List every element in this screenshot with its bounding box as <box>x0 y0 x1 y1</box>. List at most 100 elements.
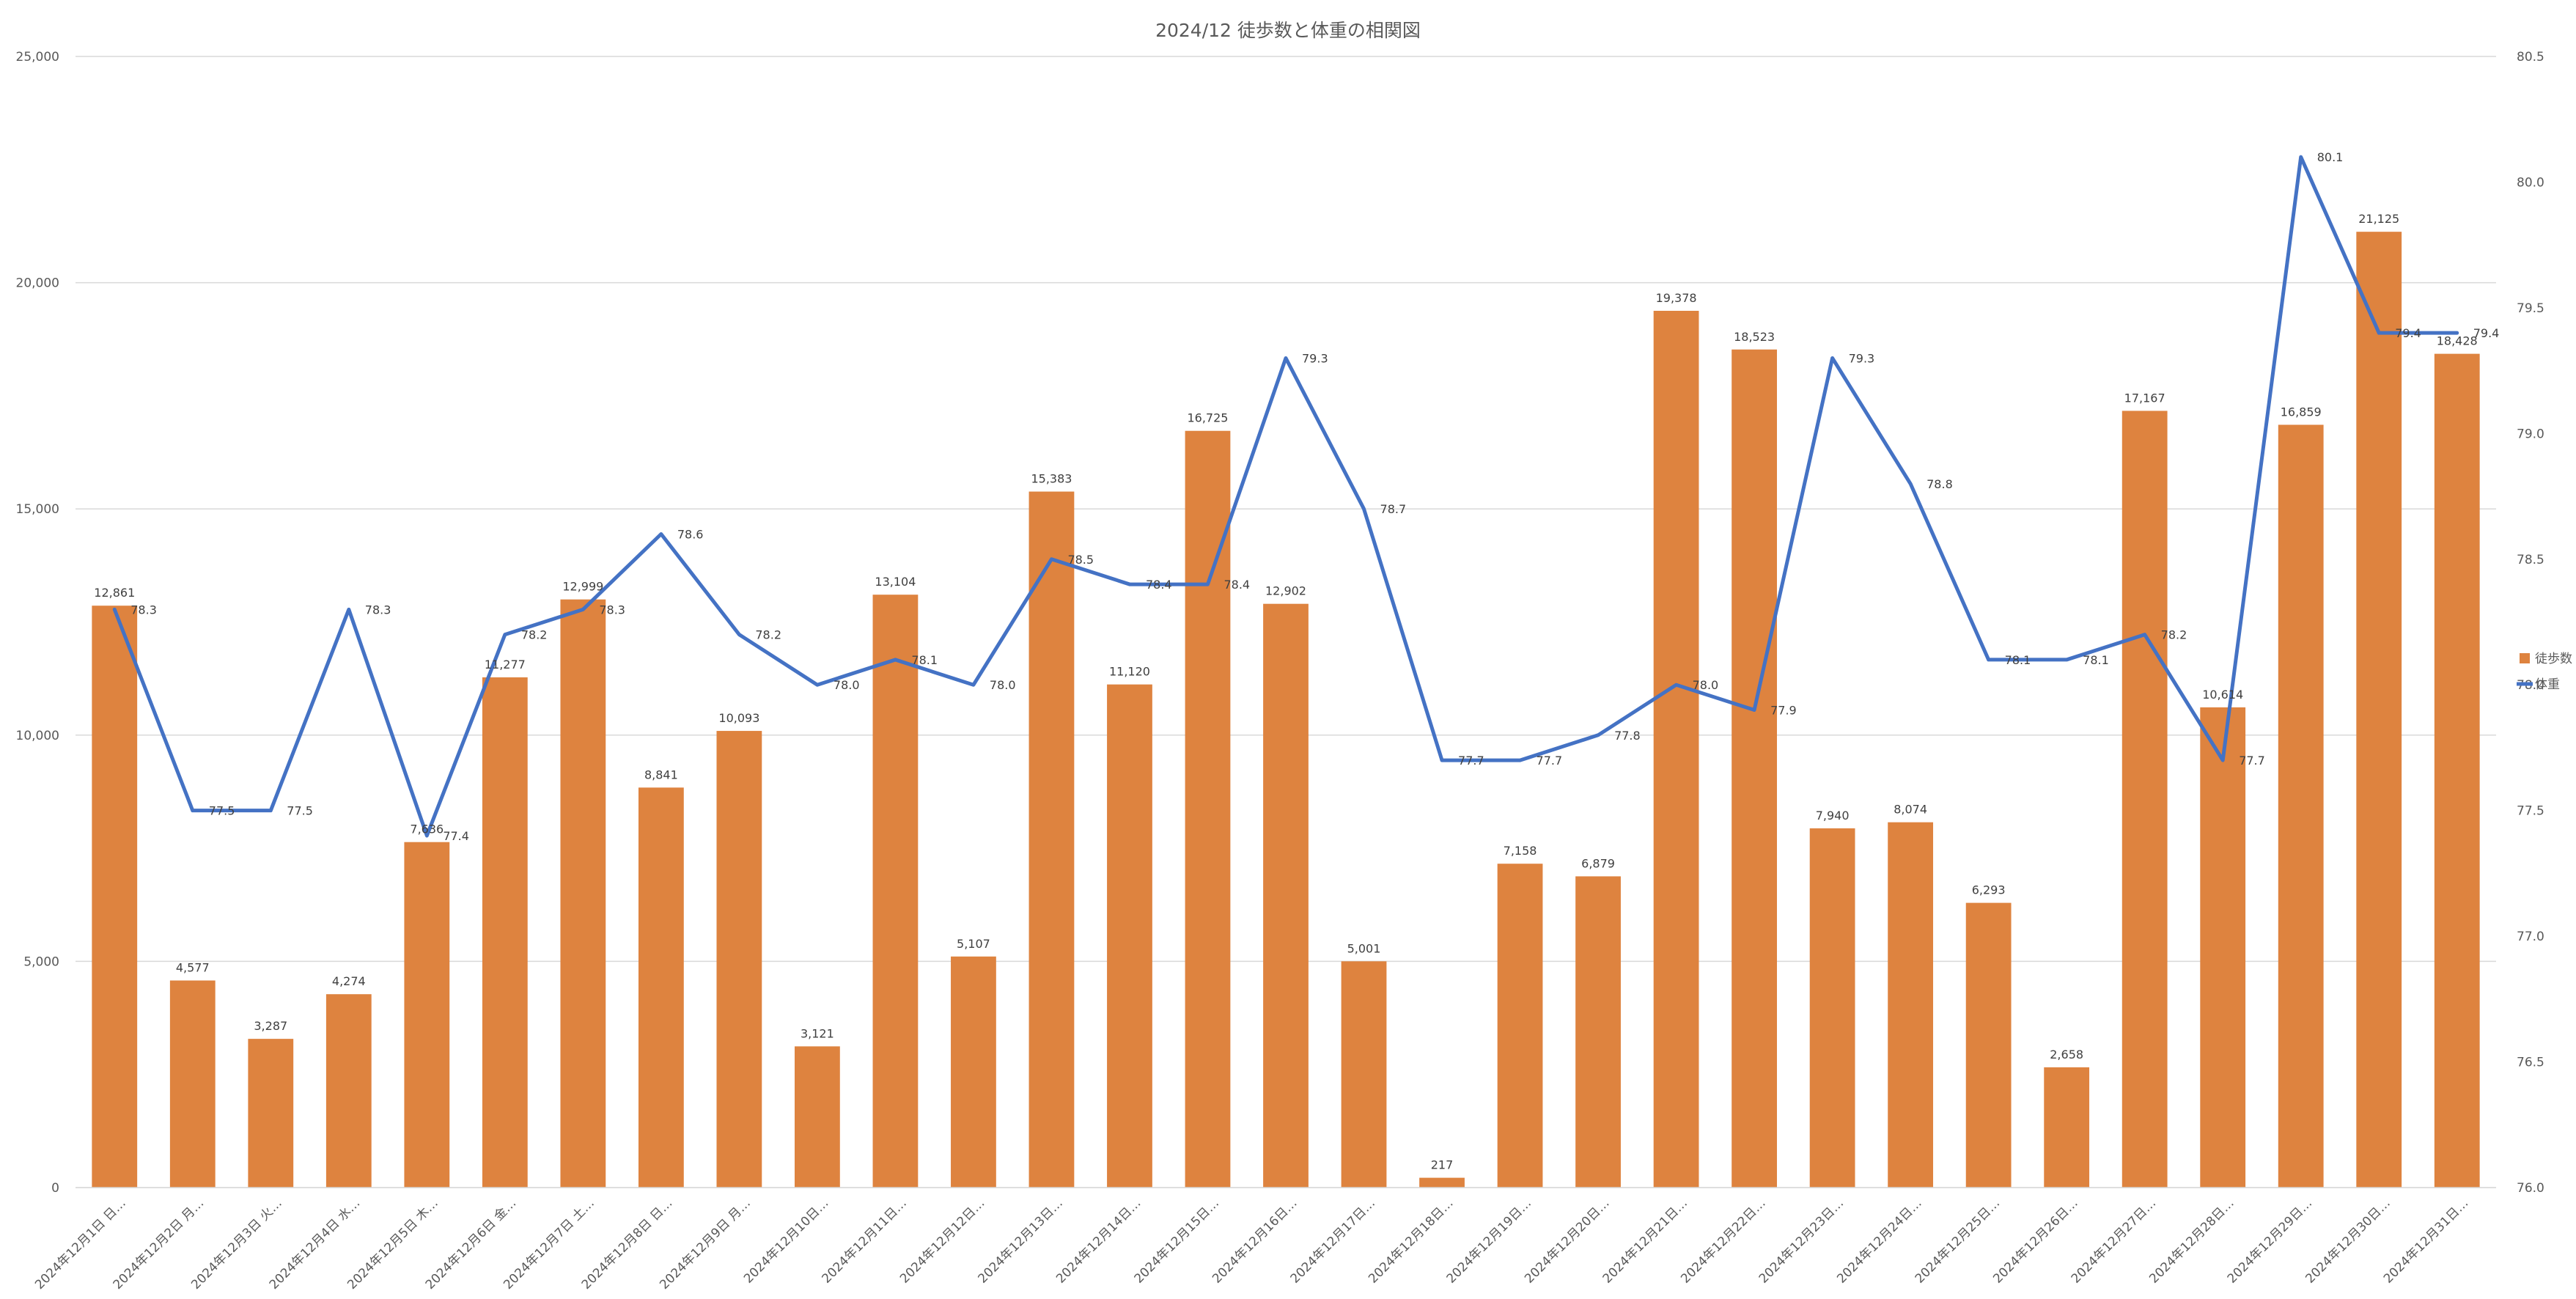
bar <box>1965 902 2012 1188</box>
bar-data-label: 13,104 <box>875 575 916 589</box>
line-data-label: 78.3 <box>130 603 157 617</box>
bar-data-label: 6,879 <box>1581 856 1615 870</box>
bar-data-label: 18,428 <box>2437 334 2478 348</box>
bar <box>1107 684 1152 1188</box>
x-tick-label: 2024年12月11日… <box>820 1196 910 1286</box>
x-tick-label: 2024年12月22日… <box>1678 1196 1768 1286</box>
bar-data-label: 10,614 <box>2202 688 2243 702</box>
line-data-label: 77.4 <box>443 829 469 843</box>
bar <box>1653 310 1699 1188</box>
bar-data-label: 3,121 <box>801 1026 834 1040</box>
bar <box>482 677 528 1188</box>
line-data-label: 78.8 <box>1927 477 1953 491</box>
bar-data-label: 11,277 <box>485 658 526 671</box>
x-tick-label: 2024年12月21日… <box>1600 1196 1690 1286</box>
y-right-tick-label: 80.5 <box>2517 50 2544 65</box>
line-data-label: 78.2 <box>2161 628 2187 642</box>
bar-data-label: 7,940 <box>1816 809 1850 823</box>
legend-bar-label: 徒歩数 <box>2535 652 2572 666</box>
line-data-label: 79.4 <box>2473 326 2500 340</box>
bar <box>325 994 372 1188</box>
bar-data-label: 10,093 <box>718 711 759 725</box>
bar-data-label: 12,861 <box>94 586 135 600</box>
y-right-tick-label: 76.5 <box>2517 1056 2544 1070</box>
x-tick-label: 2024年12月20日… <box>1522 1196 1612 1286</box>
line-data-label: 77.5 <box>209 804 235 818</box>
x-tick-label: 2024年12月26日… <box>1990 1196 2080 1286</box>
x-tick-label: 2024年12月28日… <box>2146 1196 2237 1286</box>
line-data-label: 78.3 <box>365 603 391 617</box>
bar-data-label: 19,378 <box>1656 291 1697 305</box>
x-tick-label: 2024年12月23日… <box>1756 1196 1847 1286</box>
y-right-tick-label: 79.5 <box>2517 301 2544 316</box>
bar-data-label: 3,287 <box>254 1019 287 1033</box>
x-tick-label: 2024年12月10日… <box>741 1196 831 1286</box>
bar-data-label: 12,902 <box>1265 584 1306 598</box>
line-data-label: 79.4 <box>2395 326 2421 340</box>
line-data-label: 77.7 <box>1458 754 1484 768</box>
bar-data-label: 15,383 <box>1031 472 1072 486</box>
line-data-label: 78.6 <box>677 527 704 541</box>
line-data-label: 78.2 <box>521 628 548 642</box>
weight-line <box>112 155 2459 838</box>
x-tick-label: 2024年12月15日… <box>1132 1196 1222 1286</box>
line-data-label: 78.7 <box>1380 502 1407 516</box>
bar <box>795 1046 840 1188</box>
bar-data-label: 7,636 <box>410 823 444 836</box>
bar <box>2356 232 2402 1188</box>
y-right-tick-label: 80.0 <box>2517 175 2544 190</box>
bar <box>1888 822 1934 1188</box>
line-data-label: 78.1 <box>2083 653 2109 667</box>
bar <box>1263 603 1309 1188</box>
bar-data-label: 4,274 <box>332 974 366 988</box>
x-tick-label: 2024年12月31日… <box>2381 1196 2471 1286</box>
bar <box>248 1039 294 1188</box>
bar <box>92 606 138 1188</box>
bar-data-label: 5,001 <box>1347 941 1381 955</box>
legend-bar-swatch <box>2520 653 2530 663</box>
bar <box>169 980 216 1188</box>
bar <box>716 731 762 1188</box>
line-data-label: 78.3 <box>599 603 625 617</box>
x-tick-label: 2024年12月27日… <box>2069 1196 2159 1286</box>
line-data-label: 79.3 <box>1849 351 1875 365</box>
bar-data-label: 7,158 <box>1504 844 1537 858</box>
bar <box>1341 961 1387 1188</box>
bar-data-label: 16,859 <box>2281 405 2322 419</box>
chart-title: 2024/12 徒歩数と体重の相関図 <box>1155 20 1421 41</box>
bar-data-label: 17,167 <box>2124 391 2165 405</box>
x-tick-label: 2024年12月16日… <box>1210 1196 1300 1286</box>
bar <box>872 595 919 1188</box>
bar-data-label: 2,658 <box>2050 1048 2083 1061</box>
y-left-tick-label: 15,000 <box>16 502 59 517</box>
bar-data-label: 4,577 <box>176 961 210 975</box>
bar-data-label: 16,725 <box>1187 411 1228 425</box>
bar-data-label: 18,523 <box>1734 330 1775 344</box>
line-data-label: 77.7 <box>1537 754 1563 768</box>
bar <box>2278 424 2324 1188</box>
bar <box>560 599 606 1188</box>
line-data-label: 80.1 <box>2317 150 2344 164</box>
line-data-label: 78.0 <box>833 678 860 692</box>
x-tick-label: 2024年12月12日… <box>897 1196 987 1286</box>
y-left-tick-label: 25,000 <box>16 50 59 65</box>
bar <box>2200 707 2246 1188</box>
y-right-tick-label: 76.0 <box>2517 1181 2544 1196</box>
y-right-tick-label: 77.5 <box>2517 804 2544 819</box>
bar <box>1028 491 1075 1188</box>
bar-data-label: 8,841 <box>644 768 678 781</box>
x-tick-label: 2024年12月17日… <box>1288 1196 1378 1286</box>
line-data-label: 77.5 <box>287 804 313 818</box>
x-tick-label: 2024年12月25日… <box>1913 1196 2003 1286</box>
bar <box>2434 353 2480 1188</box>
line-data-label: 78.4 <box>1223 578 1250 592</box>
bar-data-label: 21,125 <box>2358 212 2399 226</box>
bar <box>1809 828 1855 1188</box>
bar-data-label: 217 <box>1431 1158 1454 1172</box>
bar-data-label: 12,999 <box>562 580 603 594</box>
bar <box>1575 876 1621 1188</box>
x-tick-label: 2024年12月13日… <box>976 1196 1066 1286</box>
y-left-tick-label: 10,000 <box>16 729 59 743</box>
